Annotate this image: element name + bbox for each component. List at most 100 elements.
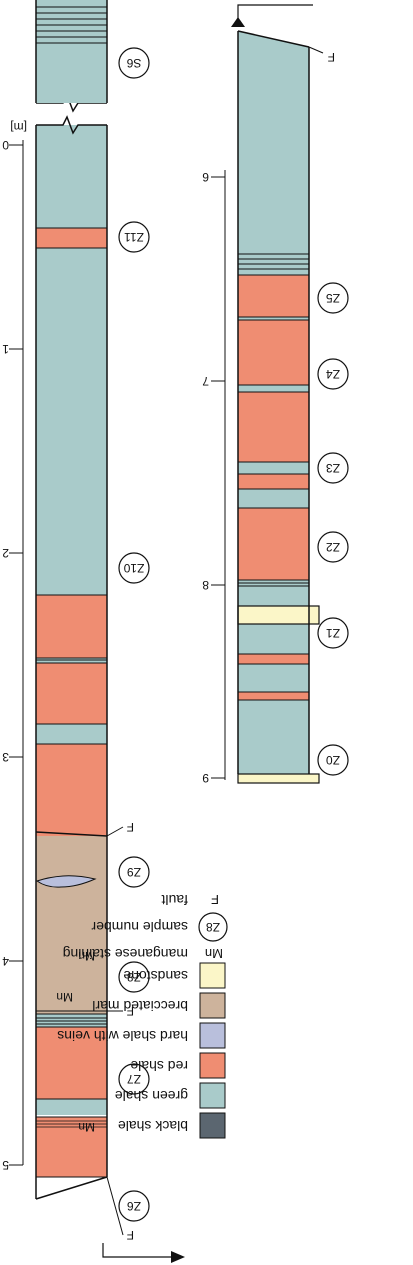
sample-circle [317,282,349,314]
sample-marker: S6 [118,47,150,79]
fault-line [35,831,108,837]
sample-label: Z6 [127,1199,141,1213]
sample-label: Z10 [123,561,144,575]
fault-leader [106,826,124,837]
rotated-figure: 0 1 2 3 4 5 [m] S6 Z11 Z10 Z9 Z8 [2,0,349,1263]
sample-circle [317,452,349,484]
legend: black shale green shale red shale hard s… [57,892,228,1139]
sandstone-bed [237,605,320,625]
legend-label: fault [161,892,188,908]
legend-swatch [199,1082,226,1109]
fault-line [237,30,310,48]
legend-item-sample-number: Z8 sample number [91,912,228,942]
legend-label: brecciated marl [92,998,188,1014]
legend-label: hard shale with veins [57,1028,188,1044]
red-shale-bed [36,744,107,836]
sample-circle [317,744,349,776]
sample-marker: Z0 [317,744,349,776]
legend-label: manganese staining [63,946,188,962]
sample-marker: Z1 [317,617,349,649]
fault-line [35,1176,108,1200]
sample-marker: Z4 [317,358,349,390]
axis-tick-label: 0 [2,138,9,152]
red-shale-bed [238,275,309,317]
manganese-mark: Mn [78,949,95,963]
column-break-line [36,115,107,135]
axis-tick-label: 2 [2,546,9,560]
connector-arrowhead [171,1251,185,1263]
sample-circle [118,221,150,253]
legend-label: sample number [91,919,188,935]
legend-swatch [199,1112,226,1139]
sandstone-bed [237,773,320,784]
legend-label: black shale [118,1118,188,1134]
axis-tick-label: 9 [202,771,209,785]
sample-circle [118,1063,150,1095]
sample-marker: Z3 [317,452,349,484]
sample-marker: Z8 [118,961,150,993]
sample-circle [118,47,150,79]
legend-item-red-shale: red shale [130,1052,226,1079]
legend-symbol: Mn [205,946,223,961]
legend-item-sandstone: sandstone [123,962,226,989]
sample-label: Z3 [326,461,340,475]
sample-label: Z8 [127,970,141,984]
legend-symbol: F [211,892,219,907]
sample-circle [317,531,349,563]
sample-circle [118,961,150,993]
legend-item-brecciated-marl: brecciated marl [92,992,226,1019]
sample-circle [118,552,150,584]
red-shale-bed [238,654,309,664]
sample-label: Z5 [326,291,340,305]
red-shale-bed [36,228,107,248]
connector-arrow-line [102,1243,175,1258]
legend-label: sandstone [123,968,188,984]
legend-swatch [199,1022,226,1049]
legend-label: green shale [115,1088,188,1104]
right-depth-axis: 6 7 8 9 [202,170,226,785]
fault-leader [106,1176,124,1236]
sample-circle [317,358,349,390]
fault-mark: F [127,1228,134,1242]
legend-swatch [199,962,226,989]
legend-swatch [199,992,226,1019]
sample-circle [118,856,150,888]
axis-unit-label: [m] [10,120,27,134]
fault-leader [308,46,324,54]
red-shale-bed [238,392,309,462]
sample-label: Z1 [326,626,340,640]
left-depth-axis: 0 1 2 3 4 5 [m] [2,120,27,1172]
sample-circle [317,617,349,649]
legend-symbol: Z8 [206,920,220,934]
red-shale-bed [36,1027,107,1099]
red-shale-bed [238,692,309,700]
sample-marker: Z10 [118,552,150,584]
column-break-gap [29,104,113,124]
legend-item-black-shale: black shale [118,1112,226,1139]
red-shale-bed [36,663,107,724]
sample-marker: Z9 [118,856,150,888]
sample-label: S6 [126,56,141,70]
sample-marker: Z11 [118,221,150,253]
red-shale-bed [36,595,107,658]
legend-item-green-shale: green shale [115,1082,226,1109]
axis-tick-label: 4 [2,954,9,968]
manganese-mark: Mn [78,1120,95,1134]
sample-label: Z9 [127,865,141,879]
legend-item-fault: F fault [161,892,219,908]
axis-tick-label: 6 [202,170,209,184]
connector-arrowhead [231,17,245,27]
axis-tick-label: 1 [2,342,9,356]
sample-marker: Z2 [317,531,349,563]
manganese-mark: Mn [56,990,73,1004]
sample-label: Z2 [326,540,340,554]
right-samples: Z5 Z4 Z3 Z2 Z1 Z0 [317,282,349,776]
legend-item-hard-shale-with-veins: hard shale with veins [57,1022,226,1049]
axis-tick-label: 8 [202,578,209,592]
fault-mark: F [127,1004,134,1018]
sample-label: Z4 [326,367,340,381]
sample-circle [118,1190,150,1222]
legend-label: red shale [130,1058,188,1074]
